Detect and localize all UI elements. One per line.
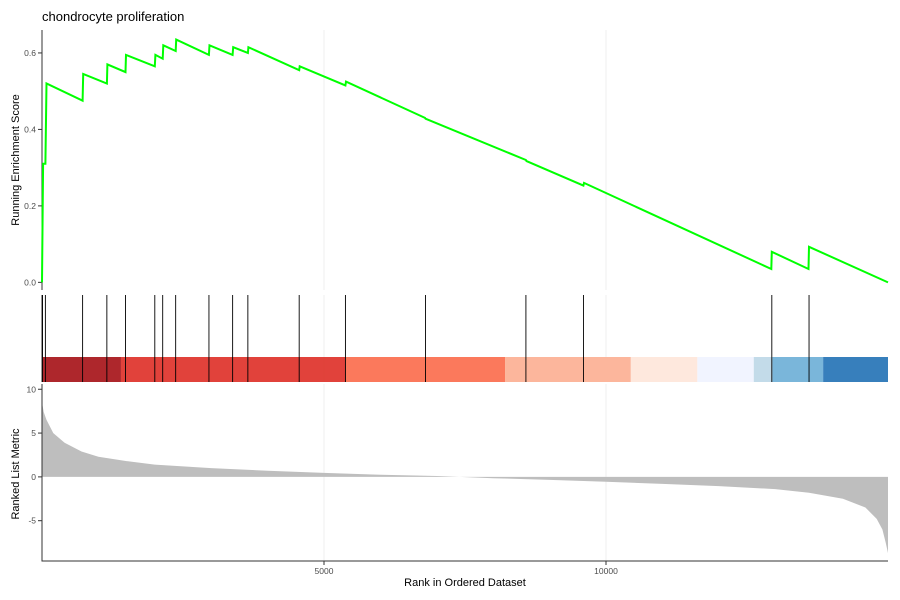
ranked-metric-y-tick-label-2: 5	[31, 428, 36, 438]
enrichment-grid	[323, 30, 607, 290]
ranked-metric-area	[42, 402, 888, 554]
ranked-metric-panel: -5 0 5 10 5000 10000 Ranked List Metric	[10, 384, 888, 576]
gene-hit-ticks	[42, 295, 810, 382]
color-band-segment-1	[120, 357, 346, 382]
enrichment-y-tick-label-0: 0.0	[24, 277, 36, 287]
color-band-segment-0	[42, 357, 121, 382]
color-band-segment-6	[753, 357, 773, 382]
color-band-segment-8	[823, 357, 888, 382]
enrichment-y-tick-label-2: 0.4	[24, 124, 36, 134]
enrichment-panel: 0.0 0.2 0.4 0.6 Running Enrichment Score	[10, 30, 889, 290]
hits-panel	[41, 295, 888, 382]
ranked-metric-y-ticks: -5 0 5 10	[27, 384, 42, 526]
x-tick-label-1: 10000	[594, 566, 618, 576]
enrichment-y-ticks: 0.0 0.2 0.4 0.6	[24, 48, 42, 287]
enrichment-y-tick-label-3: 0.6	[24, 48, 36, 58]
color-band-segment-3	[505, 357, 631, 382]
enrichment-y-label: Running Enrichment Score	[10, 94, 22, 225]
ranked-metric-y-tick-label-1: 0	[31, 472, 36, 482]
ranked-metric-y-tick-label-0: -5	[28, 516, 36, 526]
x-ticks: 5000 10000	[315, 561, 618, 576]
color-band-segment-4	[630, 357, 698, 382]
rank-color-band	[42, 357, 888, 382]
color-band-segment-7	[772, 357, 824, 382]
ranked-metric-y-tick-label-3: 10	[27, 384, 37, 394]
running-enrichment-line	[41, 38, 889, 284]
x-tick-label-0: 5000	[315, 566, 334, 576]
color-band-segment-5	[697, 357, 754, 382]
chart-title: chondrocyte proliferation	[42, 9, 184, 24]
ranked-metric-y-label: Ranked List Metric	[10, 428, 22, 520]
ranked-metric-grid	[323, 384, 607, 561]
x-axis-label: Rank in Ordered Dataset	[404, 577, 526, 589]
enrichment-y-tick-label-1: 0.2	[24, 201, 36, 211]
